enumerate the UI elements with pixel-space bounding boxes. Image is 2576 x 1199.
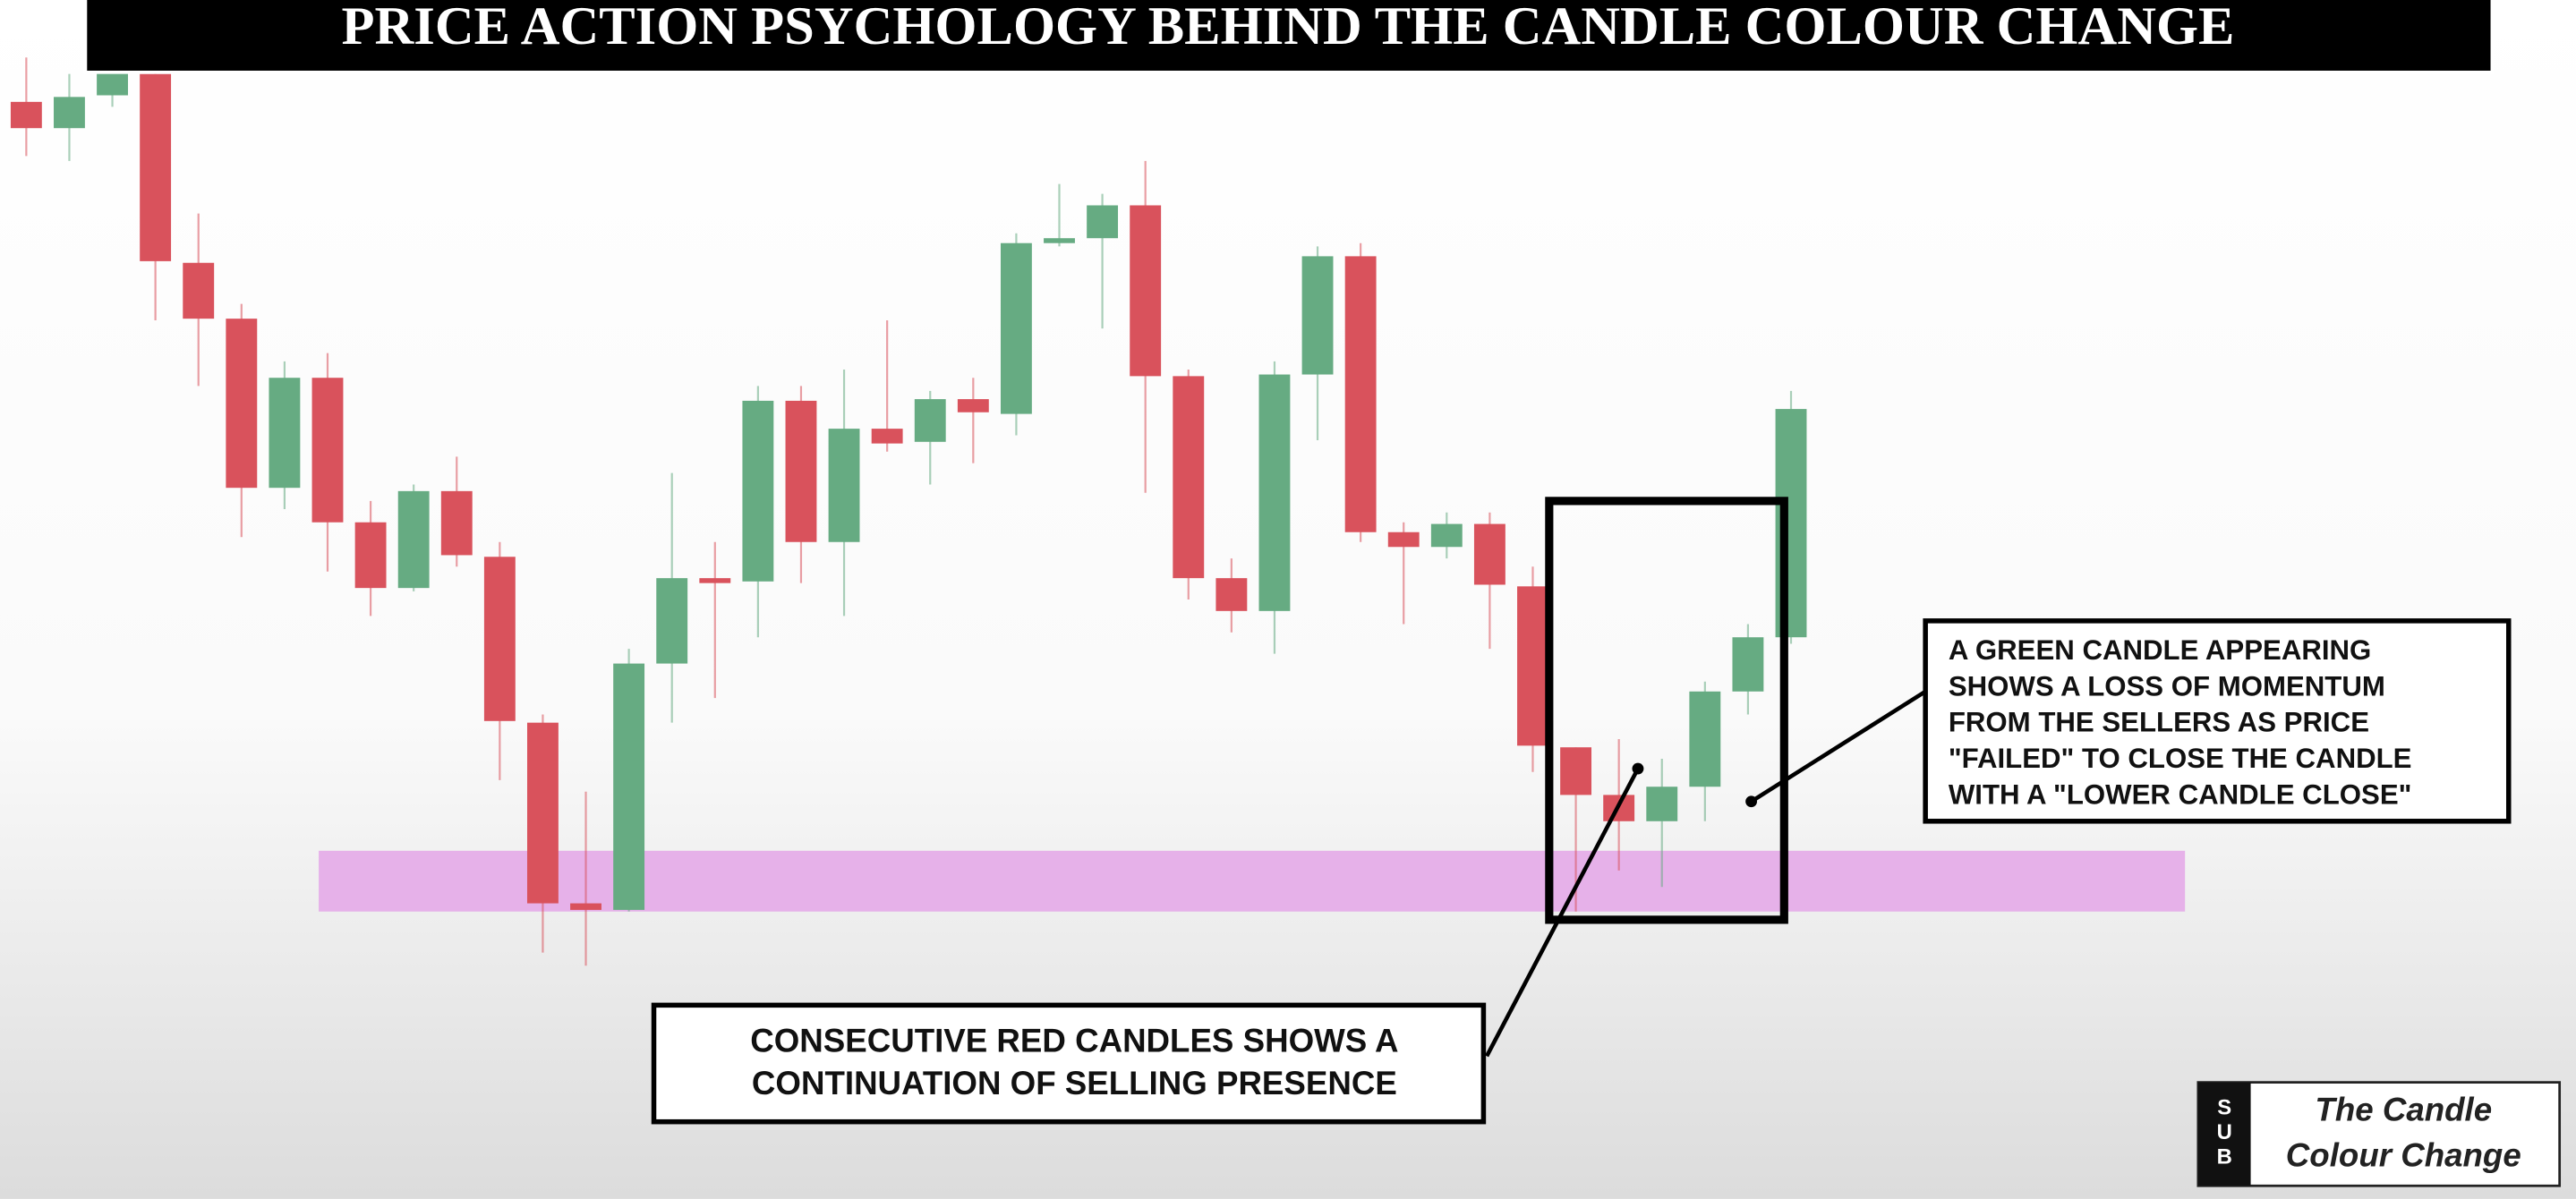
annotation-text: FROM THE SELLERS AS PRICE: [1949, 707, 2369, 738]
candle-body: [914, 399, 946, 442]
candle-body: [1087, 205, 1119, 239]
candle-body: [1473, 523, 1506, 585]
candle-body: [1689, 691, 1721, 787]
candle-body: [526, 722, 559, 904]
candle-body: [354, 522, 387, 589]
candle-body: [742, 400, 774, 582]
candle-body: [440, 490, 473, 556]
candle-body: [269, 378, 301, 489]
candle-body: [656, 578, 688, 664]
brand-text: The Candle: [2315, 1091, 2492, 1127]
annotation-group: A GREEN CANDLE APPEARING SHOWS A LOSS OF …: [1949, 634, 2412, 811]
annotation-text: WITH A "LOWER CANDLE CLOSE": [1949, 778, 2412, 810]
candle-body: [570, 903, 601, 910]
candle-body: [1173, 376, 1205, 579]
support-zone: [319, 850, 2186, 912]
candle-body: [1517, 586, 1548, 746]
candle-body: [54, 97, 85, 129]
candle-body: [1044, 238, 1075, 243]
annotation-text: SHOWS A LOSS OF MOMENTUM: [1949, 670, 2385, 702]
candle-body: [397, 490, 430, 589]
candle-body: [957, 399, 989, 412]
title-bar: [83, 0, 2495, 74]
pointer-dot: [1632, 762, 1644, 775]
candle-body: [1215, 578, 1248, 611]
candle-body: [828, 429, 860, 542]
brand-box: [2196, 1081, 2562, 1187]
brand-letter: S: [2217, 1095, 2231, 1119]
highlight-box: [1545, 497, 1788, 924]
candle-body: [699, 578, 731, 583]
candle-body: [1387, 531, 1420, 548]
candle-body: [1560, 747, 1592, 795]
annotation-text: A GREEN CANDLE APPEARING: [1949, 634, 2371, 666]
candle-body: [1130, 205, 1162, 377]
candle-body: [1301, 256, 1334, 375]
candle-body: [871, 429, 903, 444]
candle-body: [183, 262, 215, 319]
annotation-box: [651, 1002, 1487, 1125]
candle-body: [483, 557, 516, 721]
candle-body: [140, 73, 172, 261]
annotation-text: "FAILED" TO CLOSE THE CANDLE: [1949, 743, 2412, 774]
pointer-dot: [1745, 795, 1758, 808]
brand-letter: B: [2217, 1144, 2232, 1169]
candle-body: [1344, 256, 1377, 532]
annotation-text: CONTINUATION OF SELLING PRESENCE: [752, 1065, 1397, 1101]
brand-letter: U: [2217, 1120, 2232, 1144]
candle-body: [613, 663, 645, 910]
candle-body: [1258, 374, 1291, 611]
candle-body: [10, 101, 42, 129]
annotation-text: CONSECUTIVE RED CANDLES SHOWS A: [750, 1022, 1398, 1059]
candle-body: [226, 319, 258, 489]
candle-body: [785, 400, 817, 542]
candle-body: [1000, 242, 1032, 414]
candle-body: [1732, 637, 1764, 692]
plot-area: [10, 49, 2186, 966]
brand-text: Colour Change: [2286, 1137, 2521, 1174]
candle-body: [1430, 523, 1463, 548]
pointer-line: [1485, 767, 1640, 1058]
brand-badge: [2197, 1082, 2251, 1186]
annotation-box: [1923, 618, 2512, 824]
chart-title: PRICE ACTION PSYCHOLOGY BEHIND THE CANDL…: [342, 0, 2235, 56]
candle-body: [311, 378, 344, 523]
candle-body: [1646, 787, 1678, 821]
pointer-line: [1750, 689, 1927, 804]
